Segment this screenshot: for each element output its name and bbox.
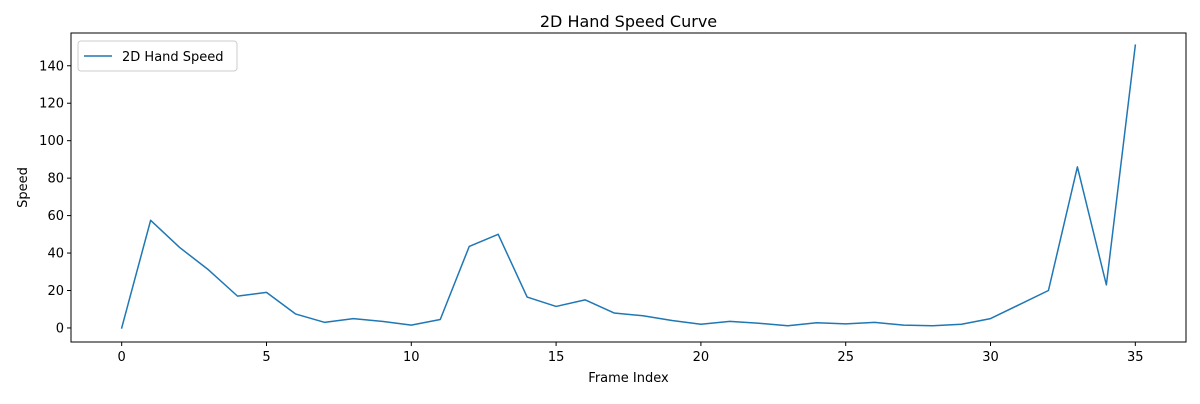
series-line: [122, 45, 1136, 328]
x-tick-label: 35: [1127, 350, 1144, 365]
series-layer: [122, 45, 1136, 328]
series-0: [122, 45, 1136, 328]
y-tick-label: 120: [39, 97, 64, 112]
x-axis-label: Frame Index: [588, 371, 669, 386]
x-tick-label: 25: [837, 350, 854, 365]
y-tick-label: 80: [47, 172, 64, 187]
y-tick-label: 40: [47, 247, 64, 262]
legend: 2D Hand Speed: [78, 41, 237, 71]
x-tick-label: 5: [262, 350, 270, 365]
y-tick-label: 100: [39, 134, 64, 149]
y-tick-label: 0: [56, 321, 64, 336]
y-tick-label: 60: [47, 209, 64, 224]
legend-label: 2D Hand Speed: [122, 50, 224, 65]
y-tick-label: 20: [47, 284, 64, 299]
y-axis-ticks: 0 20 40 60 80 100 120 140: [39, 59, 71, 336]
chart-title: 2D Hand Speed Curve: [540, 12, 717, 31]
x-tick-label: 20: [693, 350, 710, 365]
x-tick-label: 10: [403, 350, 420, 365]
y-axis-label: Speed: [16, 167, 31, 208]
x-tick-label: 0: [118, 350, 126, 365]
x-axis-ticks: 0 5 10 15 20 25 30 35: [118, 342, 1144, 365]
y-tick-label: 140: [39, 59, 64, 74]
x-tick-label: 30: [982, 350, 999, 365]
x-tick-label: 15: [548, 350, 565, 365]
